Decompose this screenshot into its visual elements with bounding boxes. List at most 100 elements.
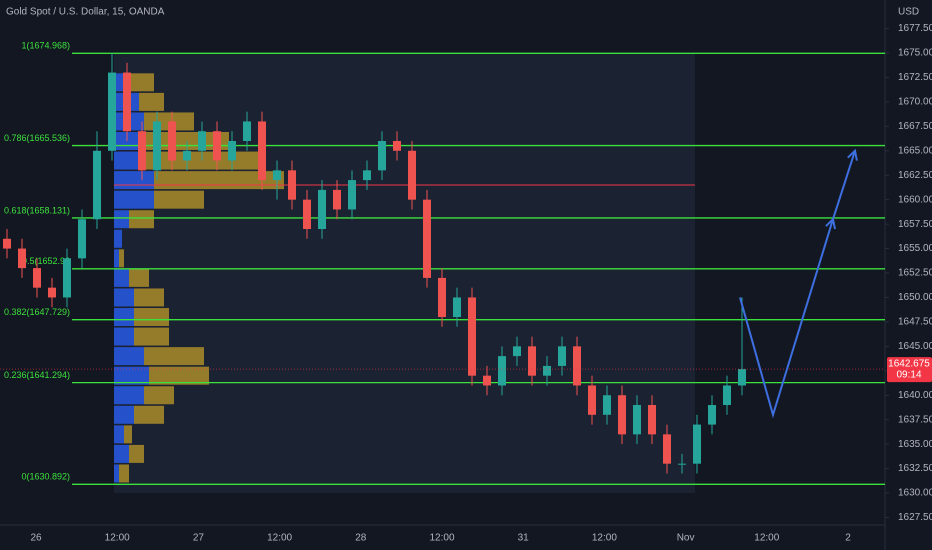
volume-up — [114, 366, 149, 385]
candle-body — [168, 121, 176, 161]
volume-down — [139, 92, 164, 111]
candle-body — [93, 150, 101, 220]
candle-body — [123, 72, 131, 132]
x-tick-label: 2 — [845, 533, 851, 544]
fib-label: 0.236(1641.294) — [4, 370, 70, 380]
x-tick-label: 26 — [30, 533, 42, 544]
y-tick-label: 1652.500 — [898, 268, 932, 279]
candle-body — [363, 170, 371, 181]
projection-path — [739, 150, 856, 419]
y-tick-label: 1635.000 — [898, 439, 932, 450]
volume-up — [114, 405, 134, 424]
x-tick-label: 12:00 — [267, 533, 292, 544]
candle-body — [33, 268, 41, 288]
candle-body — [468, 297, 476, 376]
y-tick-label: 1645.000 — [898, 341, 932, 352]
volume-down — [124, 425, 132, 444]
candle-body — [633, 405, 641, 435]
currency: USD — [898, 7, 919, 18]
candle-body — [408, 150, 416, 200]
y-tick-label: 1630.000 — [898, 488, 932, 499]
candle-body — [738, 369, 746, 386]
candle-body — [243, 121, 251, 142]
session-highlight — [114, 53, 695, 493]
candle-body — [618, 395, 626, 435]
candle-body — [183, 150, 191, 161]
volume-up — [114, 249, 119, 268]
volume-down — [134, 308, 169, 327]
candle-body — [228, 141, 236, 161]
candle-body — [543, 365, 551, 376]
volume-up — [114, 327, 134, 346]
volume-down — [119, 464, 129, 483]
volume-up — [114, 386, 144, 405]
volume-down — [154, 190, 204, 209]
y-tick-label: 1637.500 — [898, 414, 932, 425]
x-tick-label: 12:00 — [592, 533, 617, 544]
y-tick-label: 1675.000 — [898, 48, 932, 59]
volume-up — [114, 190, 154, 209]
x-tick-label: 27 — [193, 533, 205, 544]
volume-down — [144, 347, 204, 366]
y-tick-label: 1670.000 — [898, 97, 932, 108]
volume-down — [134, 288, 164, 307]
volume-down — [129, 268, 149, 287]
candle-body — [723, 385, 731, 406]
x-tick-label: Nov — [677, 533, 695, 544]
candle-body — [333, 189, 341, 210]
candle-body — [273, 170, 281, 181]
volume-up — [114, 425, 124, 444]
price-badge — [887, 357, 932, 383]
candle-body — [18, 248, 26, 269]
candle-body — [138, 131, 146, 171]
y-tick-label: 1672.500 — [898, 72, 932, 83]
candle-body — [693, 424, 701, 464]
candle-body — [3, 238, 11, 249]
x-tick-label: 12:00 — [429, 533, 454, 544]
candle-body — [393, 141, 401, 151]
candle-body — [63, 258, 71, 298]
candle-body — [258, 121, 266, 181]
y-tick-label: 1655.000 — [898, 243, 932, 254]
candle-body — [603, 395, 611, 415]
candle-body — [438, 277, 446, 318]
candle-body — [588, 385, 596, 415]
candle-body — [198, 131, 206, 151]
fib-label: 1(1674.968) — [21, 41, 70, 51]
countdown: 09:14 — [896, 370, 921, 381]
volume-down — [119, 249, 124, 268]
arrow-head — [825, 217, 836, 230]
candle-body — [78, 219, 86, 259]
volume-up — [114, 171, 154, 190]
volume-up — [114, 308, 134, 327]
candle-body — [153, 121, 161, 171]
candle-body — [48, 287, 56, 298]
fib-label: 0.382(1647.729) — [4, 307, 70, 317]
candle-body — [528, 346, 536, 376]
volume-up — [114, 268, 129, 287]
fib-label: 0.786(1665.536) — [4, 133, 70, 143]
volume-down — [144, 386, 174, 405]
candle-body — [213, 131, 221, 161]
volume-down — [134, 327, 169, 346]
y-tick-label: 1650.000 — [898, 292, 932, 303]
volume-down — [129, 210, 154, 229]
candle-body — [108, 72, 116, 151]
candle-body — [663, 434, 671, 464]
y-tick-label: 1657.500 — [898, 219, 932, 230]
volume-up — [114, 464, 119, 483]
y-tick-label: 1647.500 — [898, 317, 932, 328]
candle-body — [558, 346, 566, 366]
candle-body — [453, 297, 461, 318]
y-tick-label: 1665.000 — [898, 145, 932, 156]
y-tick-label: 1667.500 — [898, 121, 932, 132]
y-tick-label: 1632.500 — [898, 463, 932, 474]
x-tick-label: 12:00 — [105, 533, 130, 544]
volume-down — [149, 366, 209, 385]
x-tick-label: 28 — [355, 533, 367, 544]
price-badge-label: 1642.675 — [888, 359, 930, 370]
volume-up — [114, 288, 134, 307]
candle-body — [513, 346, 521, 357]
candle-body — [483, 375, 491, 386]
